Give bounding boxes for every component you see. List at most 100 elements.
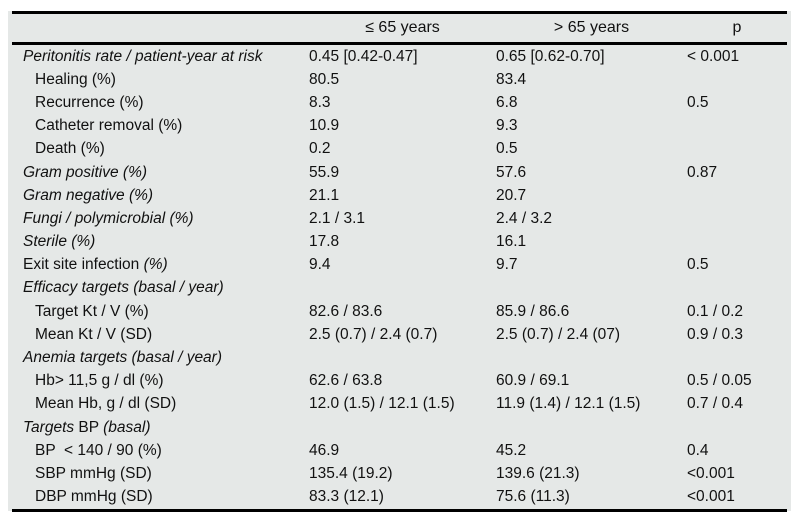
table-row: Healing (%) 80.5 83.4 xyxy=(12,68,787,91)
row-label: Fungi / polymicrobial (%) xyxy=(23,209,194,227)
table-row: Death (%) 0.2 0.5 xyxy=(12,138,787,161)
table-row: Mean Hb, g / dl (SD) 12.0 (1.5) / 12.1 (1… xyxy=(12,393,787,416)
cell-p-value: 0.5 xyxy=(687,256,709,274)
cell-p-value: < 0.001 xyxy=(687,47,740,65)
row-label: Target Kt / V (%) xyxy=(35,302,149,320)
cell-gt65: 85.9 / 86.6 xyxy=(496,302,570,320)
table-row: Efficacy targets (basal / year) xyxy=(12,277,787,300)
cell-p-value: 0.87 xyxy=(687,163,718,181)
cell-le65: 10.9 xyxy=(309,117,340,135)
table-row: Gram positive (%) 55.9 57.6 0.87 xyxy=(12,161,787,184)
table-body: Peritonitis rate / patient-year at risk 0… xyxy=(12,44,787,511)
row-label: Mean Hb, g / dl (SD) xyxy=(35,395,177,413)
cell-p-value: 0.9 / 0.3 xyxy=(687,325,744,343)
cell-le65: 80.5 xyxy=(309,70,340,88)
table-row: Target Kt / V (%) 82.6 / 83.6 85.9 / 86.6 0… xyxy=(12,300,787,323)
row-label: Recurrence (%) xyxy=(35,93,144,111)
cell-le65: 83.3 (12.1) xyxy=(309,488,384,506)
cell-p-value xyxy=(687,346,787,369)
cell-le65: 46.9 xyxy=(309,441,340,459)
row-label: Healing (%) xyxy=(35,70,116,88)
table-row: SBP mmHg (SD) 135.4 (19.2) 139.6 (21.3) <0.… xyxy=(12,462,787,485)
table-panel xyxy=(8,11,791,511)
row-label: Death (%) xyxy=(35,140,105,158)
cell-le65: 9.4 xyxy=(309,256,331,274)
cell-gt65: 9.3 xyxy=(496,117,518,135)
cell-le65: 21.1 xyxy=(309,186,340,204)
cell-p-value xyxy=(687,68,787,91)
table-row: Targets BP (basal) xyxy=(12,416,787,439)
cell-p-value: 0.5 / 0.05 xyxy=(687,372,752,390)
cell-gt65: 75.6 (11.3) xyxy=(496,488,570,506)
cell-le65 xyxy=(309,277,496,300)
cell-gt65: 57.6 xyxy=(496,163,527,181)
cell-le65: 2.5 (0.7) / 2.4 (0.7) xyxy=(309,325,438,343)
header-le65-years: ≤ 65 years xyxy=(309,12,496,45)
cell-p-value xyxy=(687,138,787,161)
cell-le65: 8.3 xyxy=(309,93,331,111)
row-label: Hb> 11,5 g / dl (%) xyxy=(35,372,164,390)
cell-gt65: 6.8 xyxy=(496,93,518,111)
cell-gt65: 0.65 [0.62-0.70] xyxy=(496,47,605,65)
row-label: Exit site infection (%) xyxy=(23,256,168,274)
cell-gt65: 16.1 xyxy=(496,233,527,251)
cell-p-value xyxy=(687,277,787,300)
table-row: Catheter removal (%) 10.9 9.3 xyxy=(12,115,787,138)
cell-p-value xyxy=(687,416,787,439)
cell-p-value xyxy=(687,184,787,207)
cell-gt65: 83.4 xyxy=(496,70,527,88)
header-p-value: p xyxy=(687,12,787,45)
cell-p-value xyxy=(687,207,787,230)
table-row: Exit site infection (%) 9.4 9.7 0.5 xyxy=(12,254,787,277)
table-row: BP < 140 / 90 (%) 46.9 45.2 0.4 xyxy=(12,439,787,462)
table-row: Recurrence (%) 8.3 6.8 0.5 xyxy=(12,91,787,114)
cell-p-value xyxy=(687,231,787,254)
row-label: DBP mmHg (SD) xyxy=(35,488,153,506)
table-row: Peritonitis rate / patient-year at risk 0… xyxy=(12,44,787,69)
outcomes-by-age-table: ≤ 65 years > 65 years p Peritonitis rate… xyxy=(12,11,787,512)
cell-gt65: 45.2 xyxy=(496,441,527,459)
cell-gt65: 60.9 / 69.1 xyxy=(496,372,570,390)
table-row: Gram negative (%) 21.1 20.7 xyxy=(12,184,787,207)
cell-p-value: 0.4 xyxy=(687,441,709,459)
cell-gt65 xyxy=(496,277,687,300)
cell-gt65: 2.4 / 3.2 xyxy=(496,209,553,227)
header-empty xyxy=(12,12,309,45)
cell-le65: 17.8 xyxy=(309,233,340,251)
cell-le65: 0.45 [0.42-0.47] xyxy=(309,47,418,65)
row-label: Catheter removal (%) xyxy=(35,117,183,135)
cell-le65 xyxy=(309,416,496,439)
table-row: Hb> 11,5 g / dl (%) 62.6 / 63.8 60.9 / 69.… xyxy=(12,370,787,393)
table-row: Anemia targets (basal / year) xyxy=(12,346,787,369)
cell-gt65: 2.5 (0.7) / 2.4 (07) xyxy=(496,325,621,343)
cell-gt65: 139.6 (21.3) xyxy=(496,464,580,482)
cell-gt65 xyxy=(496,346,687,369)
row-label: Efficacy targets (basal / year) xyxy=(23,279,224,297)
cell-p-value: 0.7 / 0.4 xyxy=(687,395,744,413)
header-row: ≤ 65 years > 65 years p xyxy=(12,12,787,45)
row-label: Mean Kt / V (SD) xyxy=(35,325,153,343)
row-label: SBP mmHg (SD) xyxy=(35,464,152,482)
cell-le65: 0.2 xyxy=(309,140,331,158)
row-label: Peritonitis rate / patient-year at risk xyxy=(23,47,263,65)
cell-le65: 82.6 / 83.6 xyxy=(309,302,383,320)
cell-p-value: 0.1 / 0.2 xyxy=(687,302,744,320)
row-label: Gram positive (%) xyxy=(23,163,148,181)
row-label: Sterile (%) xyxy=(23,233,96,251)
table-row: Fungi / polymicrobial (%) 2.1 / 3.1 2.4 / … xyxy=(12,207,787,230)
cell-p-value xyxy=(687,115,787,138)
cell-le65: 12.0 (1.5) / 12.1 (1.5) xyxy=(309,395,455,413)
cell-le65: 2.1 / 3.1 xyxy=(309,209,366,227)
cell-le65: 62.6 / 63.8 xyxy=(309,372,383,390)
cell-gt65: 0.5 xyxy=(496,140,518,158)
cell-gt65 xyxy=(496,416,687,439)
cell-gt65: 9.7 xyxy=(496,256,518,274)
row-label: Anemia targets (basal / year) xyxy=(23,349,223,367)
row-label: BP < 140 / 90 (%) xyxy=(35,441,162,459)
row-label: Gram negative (%) xyxy=(23,186,154,204)
row-label: Targets BP (basal) xyxy=(23,418,151,436)
header-gt65-years: > 65 years xyxy=(496,12,687,45)
cell-p-value: <0.001 xyxy=(687,464,735,482)
cell-le65: 55.9 xyxy=(309,163,340,181)
table-row: Sterile (%) 17.8 16.1 xyxy=(12,231,787,254)
